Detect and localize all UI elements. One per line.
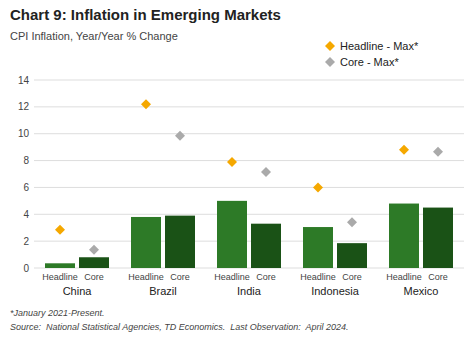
max-marker: [399, 145, 409, 155]
bar: [389, 204, 419, 268]
grid-line: [34, 106, 464, 107]
bar: [303, 227, 333, 268]
x-tick-label: Headline: [42, 272, 78, 282]
legend-swatch: [325, 41, 335, 51]
y-tick-label: 2: [23, 236, 29, 247]
x-tick-label: Headline: [386, 272, 422, 282]
max-marker: [261, 167, 271, 177]
legend-label: Headline - Max*: [340, 40, 419, 52]
bar: [251, 224, 281, 268]
chart: Chart 9: Inflation in Emerging Markets CP…: [0, 0, 474, 348]
category-label: Mexico: [404, 285, 439, 297]
x-tick-label: Core: [342, 272, 362, 282]
max-marker: [89, 245, 99, 255]
y-tick-label: 6: [23, 182, 29, 193]
x-tick-label: Core: [84, 272, 104, 282]
y-tick-label: 8: [23, 155, 29, 166]
grid-line: [34, 160, 464, 161]
category-label: Brazil: [149, 285, 177, 297]
max-marker: [175, 131, 185, 141]
title: Chart 9: Inflation in Emerging Markets: [10, 6, 281, 23]
max-marker: [55, 225, 65, 235]
footnote: Source: National Statistical Agencies, T…: [10, 322, 349, 332]
grid-line: [34, 187, 464, 188]
y-tick-label: 10: [18, 128, 30, 139]
marks: [45, 99, 453, 268]
grid-line: [34, 133, 464, 134]
category-label: India: [237, 285, 262, 297]
y-tick-label: 14: [18, 75, 30, 86]
x-tick-label: Headline: [300, 272, 336, 282]
max-marker: [347, 217, 357, 227]
footnote: *January 2021-Present.: [10, 308, 105, 318]
max-marker: [313, 182, 323, 192]
subtitle: CPI Inflation, Year/Year % Change: [10, 30, 178, 42]
y-tick-label: 0: [23, 263, 29, 274]
max-marker: [141, 99, 151, 109]
grid-line: [34, 80, 464, 81]
x-tick-label: Core: [256, 272, 276, 282]
bar: [45, 263, 75, 268]
bar: [423, 208, 453, 268]
x-tick-label: Headline: [214, 272, 250, 282]
legend-swatch: [325, 57, 335, 67]
bar: [131, 217, 161, 268]
x-tick-label: Headline: [128, 272, 164, 282]
x-tick-label: Core: [170, 272, 190, 282]
bar: [165, 216, 195, 268]
bar: [79, 257, 109, 268]
max-marker: [433, 147, 443, 157]
bar: [217, 201, 247, 268]
category-label: Indonesia: [311, 285, 360, 297]
y-tick-label: 4: [23, 209, 29, 220]
x-tick-label: Core: [428, 272, 448, 282]
max-marker: [227, 157, 237, 167]
category-label: China: [63, 285, 93, 297]
y-tick-label: 12: [18, 101, 30, 112]
bar: [337, 243, 367, 268]
legend-label: Core - Max*: [340, 56, 399, 68]
